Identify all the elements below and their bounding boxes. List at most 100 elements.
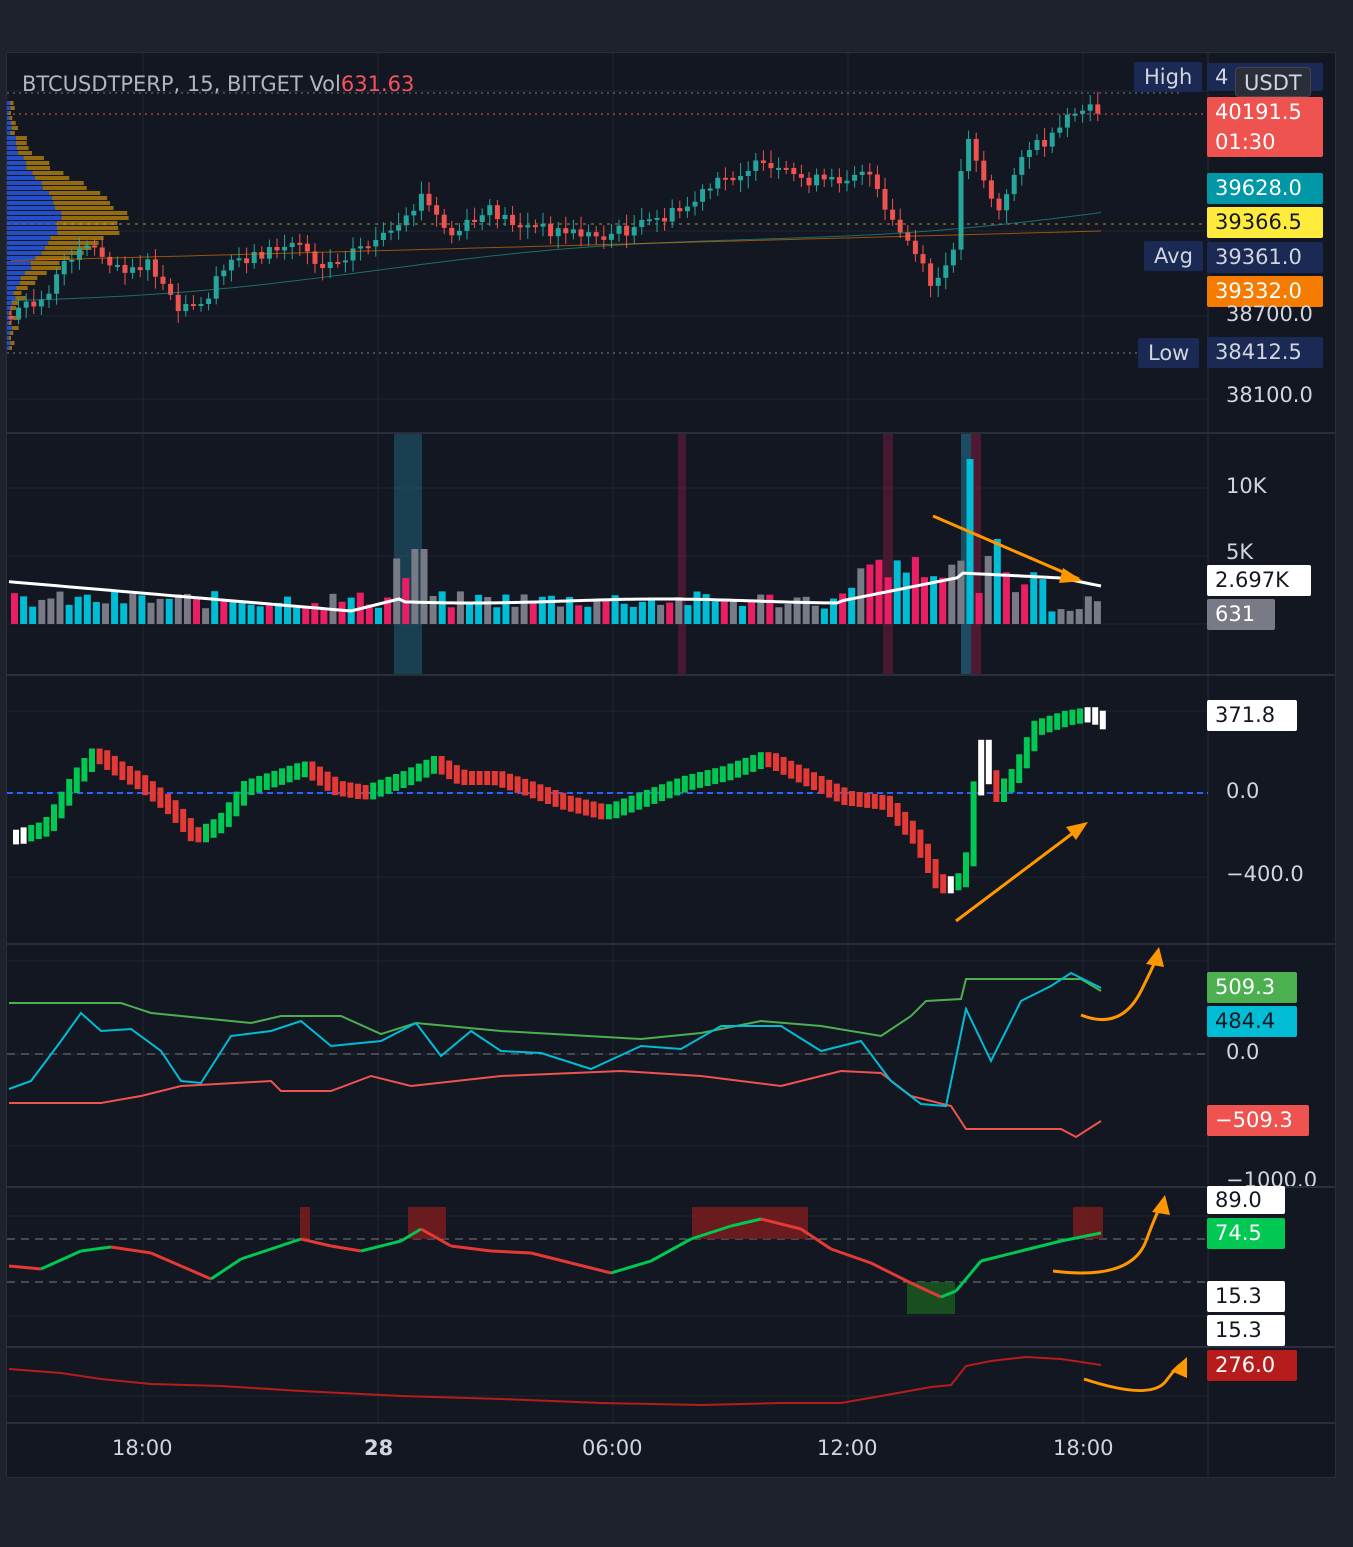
chart-area[interactable]: [6, 52, 1336, 1478]
candle-body: [669, 208, 675, 222]
volume-bar: [120, 603, 128, 624]
volume-profile-bar: [7, 251, 42, 255]
band-middle-line: [8, 971, 1102, 1108]
volume-bar: [657, 604, 665, 624]
candle-body: [829, 177, 835, 180]
rsi-line: [400, 1227, 422, 1243]
volume-profile-bar: [9, 346, 12, 350]
rsi-line: [760, 1217, 802, 1231]
candle-body: [738, 175, 744, 181]
volume-profile-bar: [7, 151, 19, 155]
candle-body: [114, 264, 120, 267]
candle-body: [867, 171, 873, 175]
oscillator-bar: [13, 829, 19, 845]
oscillator-bar: [1008, 769, 1015, 793]
volume-profile-bar: [18, 151, 33, 155]
volume-profile-bar: [7, 206, 55, 210]
volume-bar: [893, 560, 901, 624]
candle-body: [973, 138, 979, 161]
candle-body: [912, 240, 918, 255]
bottom-pane-value-label: 276.0: [1207, 1350, 1297, 1381]
chart-canvas[interactable]: [7, 53, 1335, 1477]
candle-body: [1087, 104, 1093, 111]
oscillator-bar: [925, 843, 931, 873]
oscillator-bar: [1099, 710, 1106, 730]
volume-profile-bar: [7, 196, 53, 200]
candle-body: [730, 177, 736, 181]
candle-body: [259, 251, 265, 259]
candle-body: [380, 232, 386, 240]
oscillator-bar: [575, 797, 582, 814]
volume-profile-bar: [30, 261, 60, 265]
candle-body: [434, 205, 440, 215]
volume-bar: [729, 601, 737, 624]
volume-profile-bar: [8, 336, 11, 340]
candle-body: [616, 225, 622, 234]
time-axis-tick: 18:00: [1053, 1436, 1114, 1460]
volume-profile-bar: [7, 211, 62, 215]
candle-body: [449, 227, 455, 236]
oscillator-bar: [651, 787, 658, 804]
oscillator-bar: [218, 812, 225, 834]
volume-profile-bar: [7, 256, 36, 260]
candle-body: [890, 209, 896, 220]
candle-body: [578, 229, 584, 237]
candle-body: [882, 188, 888, 210]
candle-body: [525, 225, 531, 228]
volume-bar: [775, 607, 783, 624]
candle-body: [304, 243, 310, 252]
candle-body: [586, 232, 592, 237]
candle-body: [707, 188, 713, 191]
symbol-legend[interactable]: BTCUSDTPERP, 15, BITGET Vol631.63: [22, 72, 414, 96]
volume-profile-bar: [57, 231, 120, 235]
candle-body: [768, 162, 774, 169]
volume-bar: [648, 598, 655, 624]
oscillator-bar: [256, 775, 263, 793]
candle-body: [844, 180, 850, 184]
rsi-line: [980, 1249, 1022, 1263]
oscillator-bar: [666, 781, 673, 799]
volume-bar: [238, 602, 246, 624]
candle-body: [358, 246, 364, 249]
candle-body: [1064, 114, 1070, 128]
oscillator-bar: [719, 766, 726, 783]
rsi-line: [870, 1261, 912, 1285]
volume-bar: [711, 601, 719, 624]
band-upper-label: 509.3: [1207, 972, 1297, 1003]
candle-body: [981, 160, 987, 181]
volume-profile-bar: [7, 336, 9, 340]
oscillator-bar: [932, 859, 939, 889]
volume-profile-bar: [8, 111, 11, 115]
volume-profile-bar: [10, 131, 15, 135]
volume-bar: [1066, 610, 1074, 624]
volume-profile-bar: [9, 116, 13, 120]
volume-bar: [593, 601, 601, 624]
volume-bar: [966, 459, 974, 624]
oscillator-bar: [590, 801, 597, 818]
oscillator-bar: [970, 781, 977, 867]
volume-profile-bar: [7, 236, 51, 240]
candle-body: [646, 219, 652, 222]
volume-bar: [1084, 596, 1092, 624]
oscillator-bar: [849, 791, 855, 806]
volume-profile-bar: [7, 111, 9, 115]
candle-body: [137, 267, 143, 271]
candle-body: [1095, 104, 1101, 114]
oscillator-bar: [347, 782, 354, 798]
oscillator-bar: [385, 776, 392, 794]
volume-bar: [456, 591, 464, 624]
oscillator-bar: [628, 795, 635, 813]
currency-badge[interactable]: USDT: [1235, 67, 1311, 97]
volume-bar: [384, 597, 392, 624]
candle-body: [966, 138, 972, 172]
rsi-overbought-zone: [300, 1207, 310, 1239]
candle-body: [426, 193, 432, 206]
volume-bar: [1012, 592, 1019, 624]
rsi-line: [650, 1237, 692, 1263]
volume-bar: [274, 602, 282, 624]
volume-profile-bar: [7, 101, 10, 105]
candle-body: [213, 276, 219, 299]
bands-axis-tick: −1000.0: [1226, 1168, 1318, 1186]
volume-profile-bar: [7, 266, 32, 270]
annotation-arrowhead: [1059, 568, 1083, 583]
